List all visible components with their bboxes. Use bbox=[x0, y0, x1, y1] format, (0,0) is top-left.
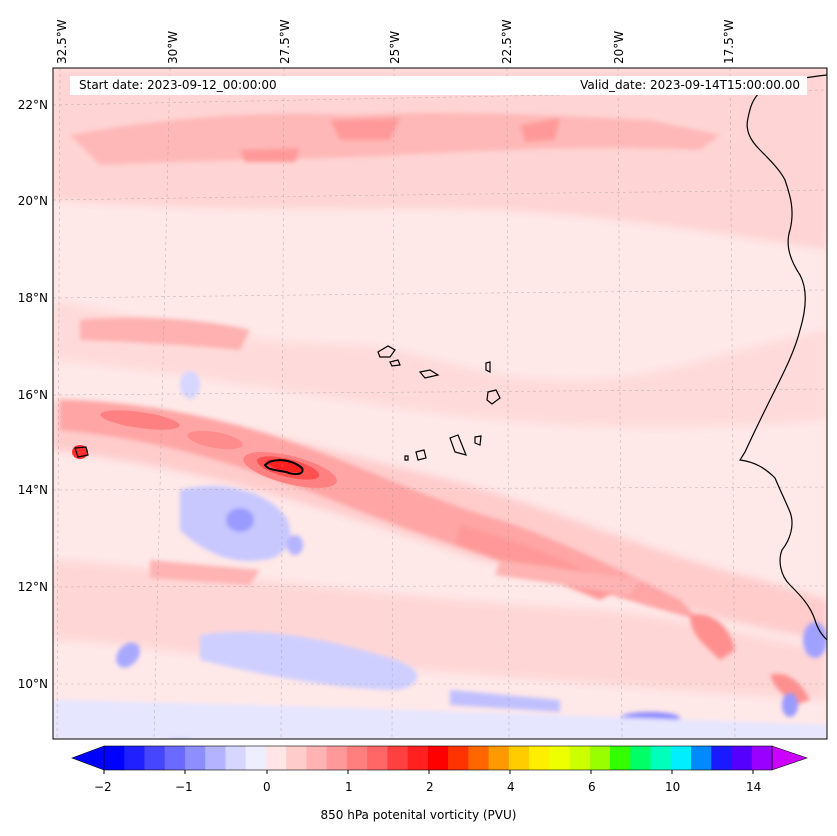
colorbar-swatch bbox=[569, 746, 591, 770]
colorbar-swatch bbox=[650, 746, 672, 770]
lat-label: 16°N bbox=[17, 388, 48, 402]
colorbar-swatch bbox=[245, 746, 267, 770]
colorbar-swatch bbox=[448, 746, 469, 770]
colorbar-swatch bbox=[529, 746, 550, 770]
colorbar-swatch bbox=[731, 746, 753, 770]
colorbar-swatch bbox=[751, 746, 773, 770]
colorbar-tick: −2 bbox=[94, 780, 112, 794]
start-date: Start date: 2023-09-12_00:00:00 bbox=[79, 78, 277, 92]
colorbar-over-arrow bbox=[771, 745, 808, 771]
colorbar-swatch bbox=[265, 746, 287, 770]
colorbar-tick: 14 bbox=[746, 780, 762, 794]
colorbar-tick: 2 bbox=[426, 780, 434, 794]
lat-label: 10°N bbox=[17, 677, 48, 691]
colorbar-swatch bbox=[630, 746, 652, 770]
lat-label: 22°N bbox=[17, 98, 48, 112]
colorbar-swatch bbox=[549, 746, 571, 770]
colorbar-swatch bbox=[144, 746, 166, 770]
colorbar-tick: 0 bbox=[263, 780, 271, 794]
colorbar-swatch bbox=[691, 746, 712, 770]
colorbar-swatch bbox=[346, 746, 368, 770]
colorbar-frame bbox=[103, 745, 773, 771]
colorbar-label: 850 hPa potenital vorticity (PVU) bbox=[320, 808, 517, 822]
lat-label: 18°N bbox=[17, 291, 48, 305]
lat-label: 12°N bbox=[17, 580, 48, 594]
colorbar-swatch bbox=[610, 746, 631, 770]
colorbar-swatch bbox=[488, 746, 510, 770]
pv-contour bbox=[263, 459, 304, 476]
colorbar-swatch bbox=[468, 746, 490, 770]
colorbar-swatch bbox=[407, 746, 429, 770]
lon-label: 32.5°W bbox=[55, 19, 69, 64]
colorbar-swatch bbox=[184, 746, 206, 770]
colorbar-swatch bbox=[205, 746, 226, 770]
lat-label: 20°N bbox=[17, 194, 48, 208]
cape-verde-islands bbox=[74, 345, 501, 461]
lon-label: 25°W bbox=[388, 30, 402, 64]
colorbar-swatch bbox=[508, 746, 530, 770]
date-info-box: Start date: 2023-09-12_00:00:00 Valid_da… bbox=[70, 76, 807, 95]
lon-label: 17.5°W bbox=[722, 19, 736, 64]
colorbar-swatch bbox=[387, 746, 409, 770]
coastline bbox=[738, 68, 827, 641]
colorbar-tick: −1 bbox=[175, 780, 193, 794]
lon-label: 22.5°W bbox=[500, 19, 514, 64]
colorbar-swatch bbox=[367, 746, 388, 770]
colorbar-tick: 1 bbox=[345, 780, 353, 794]
colorbar bbox=[71, 745, 808, 774]
colorbar-swatch bbox=[589, 746, 611, 770]
pv-field bbox=[53, 68, 827, 739]
colorbar-swatch bbox=[164, 746, 186, 770]
colorbar-swatch bbox=[427, 746, 449, 770]
colorbar-swatch bbox=[225, 746, 247, 770]
lon-label: 30°W bbox=[166, 30, 180, 64]
colorbar-swatch bbox=[306, 746, 328, 770]
colorbar-under-arrow bbox=[71, 745, 105, 771]
colorbar-swatch bbox=[286, 746, 307, 770]
colorbar-swatch bbox=[711, 746, 733, 770]
lon-label: 20°W bbox=[612, 30, 626, 64]
colorbar-swatch bbox=[124, 746, 145, 770]
lon-label: 27.5°W bbox=[278, 19, 292, 64]
valid-date: Valid_date: 2023-09-14T15:00:00.00 bbox=[580, 78, 800, 92]
colorbar-swatch bbox=[104, 746, 125, 770]
colorbar-tick: 10 bbox=[665, 780, 681, 794]
colorbar-tick: 4 bbox=[507, 780, 515, 794]
colorbar-swatch bbox=[670, 746, 692, 770]
colorbar-tick: 6 bbox=[588, 780, 596, 794]
plot-frame bbox=[52, 67, 828, 740]
colorbar-swatch bbox=[326, 746, 348, 770]
lat-label: 14°N bbox=[17, 483, 48, 497]
